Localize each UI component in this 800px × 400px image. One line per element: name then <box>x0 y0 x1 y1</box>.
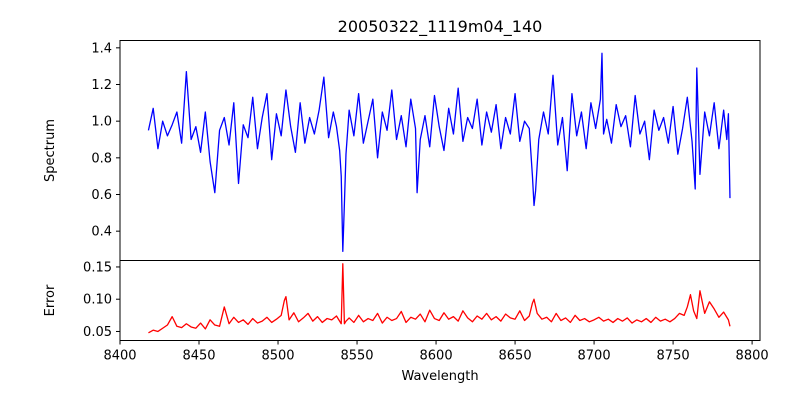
error-series-line <box>148 263 731 334</box>
x-tick-label: 8450 <box>182 349 215 364</box>
x-tick-label: 8500 <box>261 349 294 364</box>
chart-title: 20050322_1119m04_140 <box>338 17 543 37</box>
spectrum-y-tick-label: 0.4 <box>91 225 112 240</box>
spectrum-y-tick-label: 1.0 <box>91 115 112 130</box>
x-tick-label: 8550 <box>340 349 373 364</box>
error-y-tick-label: 0.05 <box>83 325 112 340</box>
x-tick-label: 8750 <box>657 349 690 364</box>
x-axis-label: Wavelength <box>401 369 478 384</box>
x-tick-label: 8400 <box>103 349 136 364</box>
error-panel: 0.05 0.10 0.15 8400 8450 8500 8550 8600 8650 8700… <box>43 260 769 384</box>
x-tick-label: 8700 <box>578 349 611 364</box>
error-axes-frame <box>119 260 761 341</box>
error-y-tick-label: 0.10 <box>83 293 112 308</box>
spectrum-y-axis-label: Spectrum <box>43 119 58 182</box>
spectrum-axes-frame <box>119 40 761 261</box>
spectrum-y-tick-label: 0.6 <box>91 188 112 203</box>
error-y-tick-label: 0.15 <box>83 260 112 275</box>
x-tick-label: 8650 <box>499 349 532 364</box>
x-tick-label: 8800 <box>736 349 769 364</box>
spectrum-y-tick-label: 0.8 <box>91 151 112 166</box>
x-tick-label: 8600 <box>420 349 453 364</box>
spectrum-series-line <box>147 52 731 252</box>
spectrum-y-tick-label: 1.4 <box>91 41 112 56</box>
error-y-axis-label: Error <box>43 284 58 316</box>
spectrum-panel: 0.4 0.6 0.8 1.0 1.2 1.4 Spectrum <box>43 40 761 261</box>
spectrum-y-tick-label: 1.2 <box>91 78 112 93</box>
